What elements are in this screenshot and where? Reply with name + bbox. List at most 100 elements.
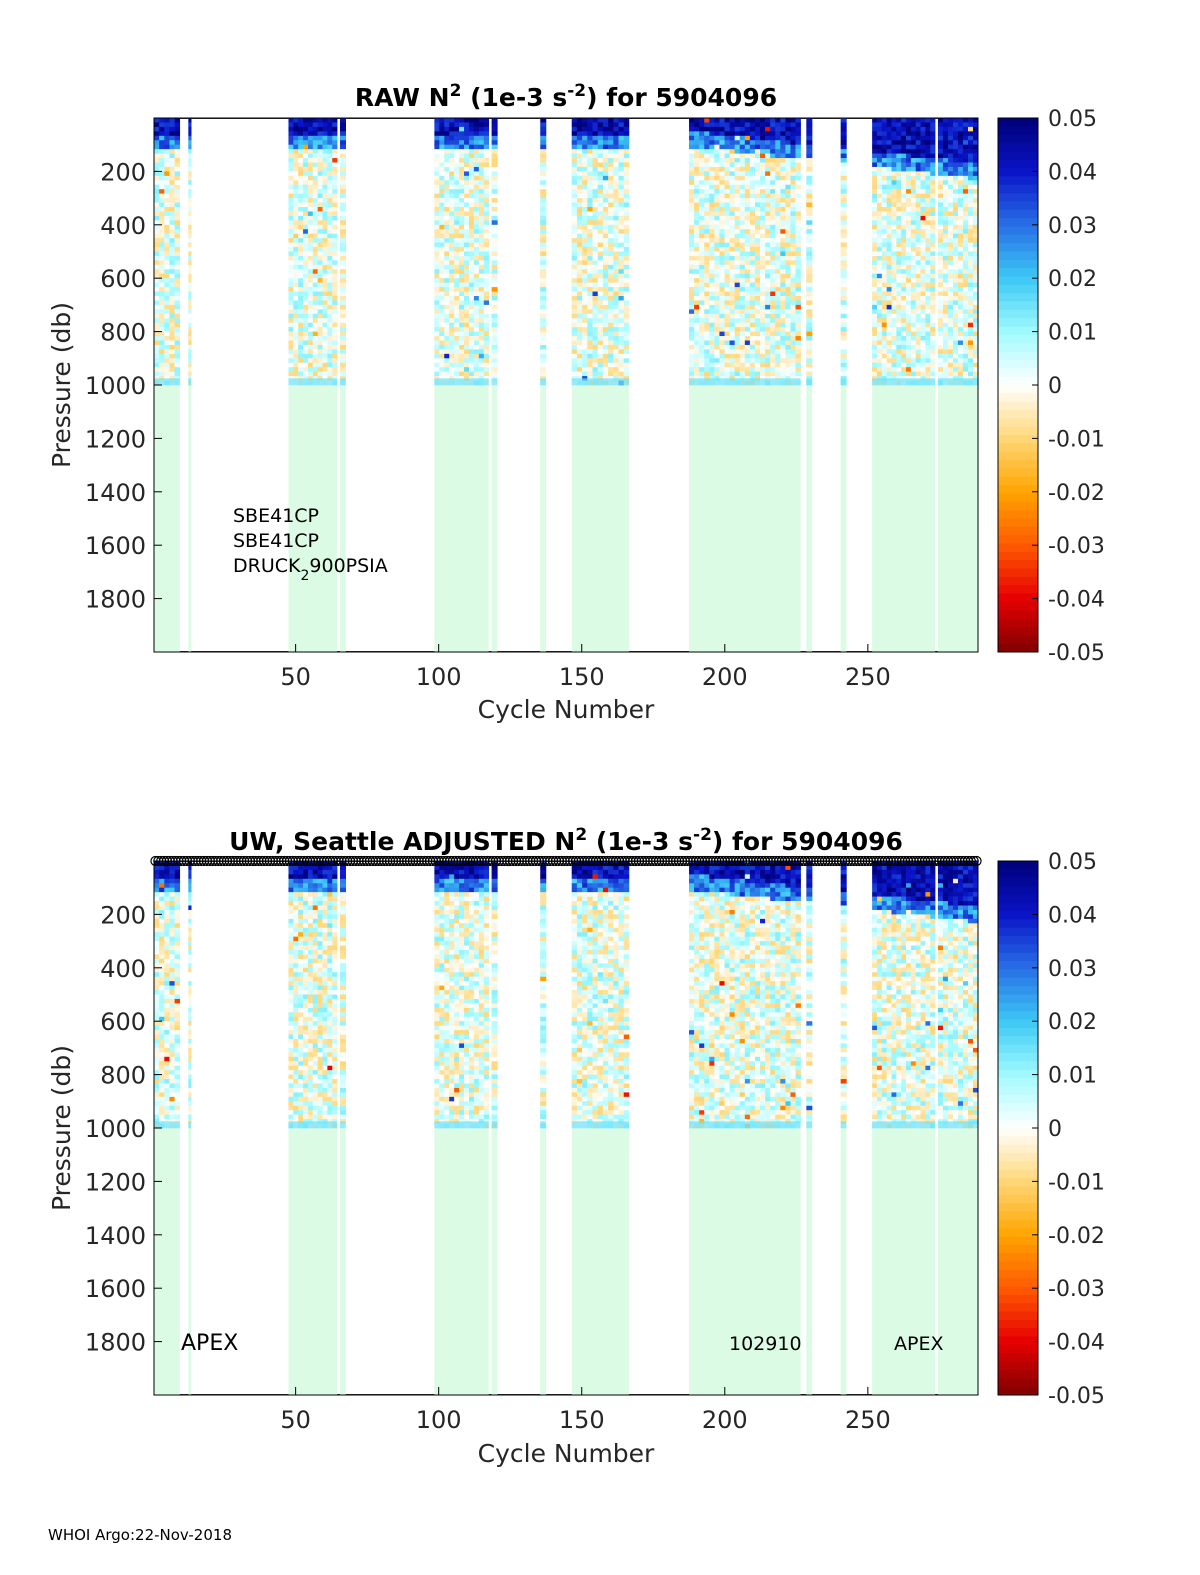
heatmap-cell [699, 340, 705, 346]
heatmap-cell [317, 331, 323, 337]
heatmap-cell [434, 126, 440, 132]
heatmap-cell [719, 264, 725, 270]
heatmap-cell [749, 273, 756, 279]
heatmap-cell [694, 331, 700, 337]
heatmap-cell [312, 318, 318, 323]
heatmap-cell [159, 247, 165, 252]
heatmap-cell [439, 202, 445, 208]
heatmap-cell [744, 215, 751, 221]
heatmap-cell [164, 349, 170, 355]
heatmap-cell [780, 224, 786, 230]
heatmap-cell [760, 153, 766, 159]
heatmap-cell [327, 122, 333, 128]
heatmap-cell [327, 220, 333, 226]
heatmap-cell [910, 331, 917, 337]
heatmap-cell [901, 193, 907, 199]
heatmap-cell [765, 322, 771, 328]
heatmap-cell [734, 313, 741, 319]
heatmap-cell [464, 353, 470, 359]
heatmap-cell [468, 264, 475, 270]
heatmap-cell [332, 202, 338, 208]
heatmap-cell [876, 220, 883, 226]
heatmap-cell [724, 122, 730, 128]
heatmap-cell [942, 171, 949, 177]
heatmap-cell [491, 371, 498, 377]
heatmap-cell [906, 184, 912, 190]
heatmap-cell [618, 198, 625, 203]
heatmap-cell [952, 322, 959, 328]
heatmap-cell [602, 273, 609, 279]
heatmap-cell [947, 296, 954, 301]
heatmap-cell [749, 251, 756, 257]
heatmap-cell [775, 255, 781, 261]
heatmap-cell [699, 327, 705, 332]
heatmap-cell [901, 233, 907, 239]
heatmap-cell [174, 180, 181, 186]
heatmap-cell [881, 251, 887, 257]
heatmap-cell [770, 278, 776, 283]
heatmap-cell [709, 264, 715, 270]
heatmap-cell [434, 255, 440, 261]
heatmap-cell [618, 207, 625, 212]
heatmap-cell [317, 300, 323, 306]
heatmap-cell [760, 238, 766, 243]
heatmap-cell [582, 371, 588, 377]
heatmap-cell [478, 304, 485, 310]
heatmap-cell [920, 255, 926, 261]
heatmap-cell [307, 318, 314, 323]
heatmap-cell [592, 264, 599, 270]
heatmap-cell [540, 260, 547, 266]
heatmap-cell [154, 229, 160, 234]
heatmap-cell [952, 238, 959, 243]
heatmap-cell [582, 367, 588, 372]
heatmap-cell [760, 322, 766, 328]
heatmap-cell [608, 184, 614, 190]
heatmap-cell [159, 260, 165, 266]
heatmap-cell [906, 126, 912, 132]
heatmap-cell [795, 304, 801, 310]
heatmap-cell [602, 340, 609, 346]
heatmap-cell [613, 162, 619, 168]
heatmap-cell [483, 247, 490, 252]
heatmap-cell [785, 189, 791, 194]
heatmap-cell [597, 149, 604, 154]
heatmap-cell [694, 273, 700, 279]
heatmap-cell [317, 189, 323, 194]
heatmap-cell [760, 220, 766, 226]
heatmap-cell [571, 126, 578, 132]
heatmap-cell [317, 166, 323, 172]
heatmap-cell [729, 309, 735, 315]
heatmap-cell [795, 318, 801, 323]
heatmap-cell [592, 296, 599, 301]
heatmap-cell [169, 215, 175, 221]
heatmap-cell [765, 309, 771, 315]
heatmap-cell [881, 166, 887, 172]
heatmap-cell [714, 224, 720, 230]
heatmap-cell [623, 153, 630, 159]
heatmap-cell [765, 247, 771, 252]
heatmap-cell [473, 349, 480, 355]
heatmap-cell [483, 362, 490, 368]
heatmap-cell [174, 255, 181, 261]
heatmap-cell [478, 224, 485, 230]
heatmap-cell [473, 353, 480, 359]
heatmap-cell [754, 233, 761, 239]
heatmap-cell [790, 202, 796, 208]
heatmap-cell [699, 149, 705, 154]
heatmap-cell [618, 260, 625, 266]
heatmap-cell [478, 340, 485, 346]
heatmap-cell [806, 273, 813, 279]
heatmap-cell [434, 322, 440, 328]
heatmap-cell [739, 158, 746, 163]
heatmap-cell [154, 362, 160, 368]
heatmap-cell [915, 304, 921, 310]
heatmap-cell [312, 349, 318, 355]
heatmap-cell [468, 202, 475, 208]
heatmap-cell [491, 255, 498, 261]
heatmap-cell [775, 287, 781, 292]
heatmap-cell [886, 353, 892, 359]
heatmap-cell [947, 247, 954, 252]
heatmap-cell [724, 264, 730, 270]
heatmap-cell [459, 336, 465, 341]
heatmap-cell [881, 260, 887, 266]
